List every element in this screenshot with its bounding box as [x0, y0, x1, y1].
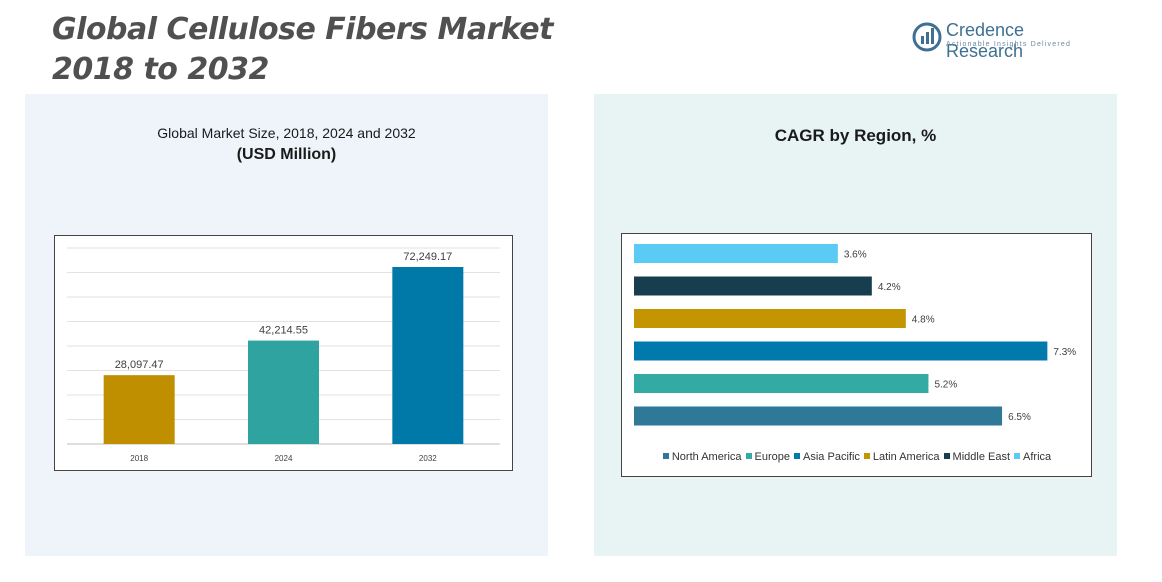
bar-latin-america — [634, 309, 906, 328]
market-size-svg: 28,097.47 2018 42,214.55 2024 72,249.17 2032 — [67, 247, 500, 463]
legend-label: Asia Pacific — [803, 451, 860, 463]
cagr-chart: 6.5% 5.2% 7.3% 4.8% 4.2% 3.6% North America Eu… — [621, 233, 1092, 477]
bar-2024 — [248, 340, 319, 444]
legend-item: Africa — [1014, 451, 1051, 463]
bar-value-label: 3.6% — [844, 250, 867, 261]
bar-value-label: 72,249.17 — [403, 251, 452, 263]
legend-swatch — [794, 453, 801, 459]
legend-label: North America — [671, 451, 742, 463]
brand-name: Credence Research — [946, 20, 1025, 61]
legend-swatch — [943, 453, 950, 459]
legend-swatch — [863, 453, 870, 459]
legend-item: Latin America — [863, 451, 940, 463]
title-line-1: Global Cellulose Fibers Market — [52, 12, 553, 47]
legend-item: North America — [662, 451, 742, 463]
x-tick-label: 2032 — [419, 454, 437, 463]
legend-label: Latin America — [872, 451, 940, 463]
bar-value-label: 42,214.55 — [259, 325, 308, 337]
bar-value-label: 6.5% — [1008, 412, 1031, 423]
bar-value-label: 5.2% — [934, 380, 957, 391]
market-size-chart: 28,097.47 2018 42,214.55 2024 72,249.17 2032 — [54, 235, 513, 471]
cagr-svg: 6.5% 5.2% 7.3% 4.8% 4.2% 3.6% — [634, 244, 1076, 426]
credence-logo-icon — [912, 22, 942, 52]
title-line-2: 2018 to 2032 — [52, 52, 269, 87]
legend-label: Middle East — [952, 451, 1011, 463]
bar-value-label: 28,097.47 — [115, 359, 164, 371]
cagr-title: CAGR by Region, % — [774, 126, 937, 145]
x-tick-label: 2024 — [275, 454, 293, 463]
x-tick-label: 2018 — [130, 454, 148, 463]
bar-value-label: 4.2% — [878, 282, 901, 293]
market-size-unit: (USD Million) — [236, 146, 337, 163]
bar-value-label: 4.8% — [912, 315, 935, 326]
bar-europe — [634, 374, 929, 393]
legend-label: Africa — [1023, 451, 1052, 463]
cagr-panel: CAGR by Region, % 6.5% 5.2% 7.3% 4.8% 4.2% 3.… — [594, 94, 1117, 556]
legend-swatch — [1014, 453, 1021, 459]
bar-2018 — [103, 375, 175, 444]
bar-value-label: 7.3% — [1053, 347, 1076, 358]
brand-tagline: Actionable Insights Delivered — [946, 41, 1072, 48]
market-size-panel: Global Market Size, 2018, 2024 and 2032 … — [25, 94, 548, 556]
market-size-title: Global Market Size, 2018, 2024 and 2032 — [157, 125, 416, 141]
legend-item: Middle East — [943, 451, 1011, 463]
bar-north-america — [634, 406, 1003, 426]
legend-swatch — [662, 453, 669, 459]
legend-swatch — [745, 453, 752, 459]
cagr-legend: North America Europe Asia Pacific Latin Ame… — [622, 451, 1092, 463]
legend-item: Europe — [745, 451, 791, 463]
legend-item: Asia Pacific — [794, 451, 860, 463]
bar-asia-pacific — [634, 341, 1048, 361]
bar-africa — [634, 244, 838, 263]
bar-2032 — [392, 266, 464, 444]
page-title: Global Cellulose Fibers Market 2018 to 2… — [52, 10, 553, 90]
brand-logo: Credence Research Actionable Insights De… — [912, 20, 1102, 61]
bar-middle-east — [634, 276, 872, 296]
legend-label: Europe — [754, 451, 791, 463]
